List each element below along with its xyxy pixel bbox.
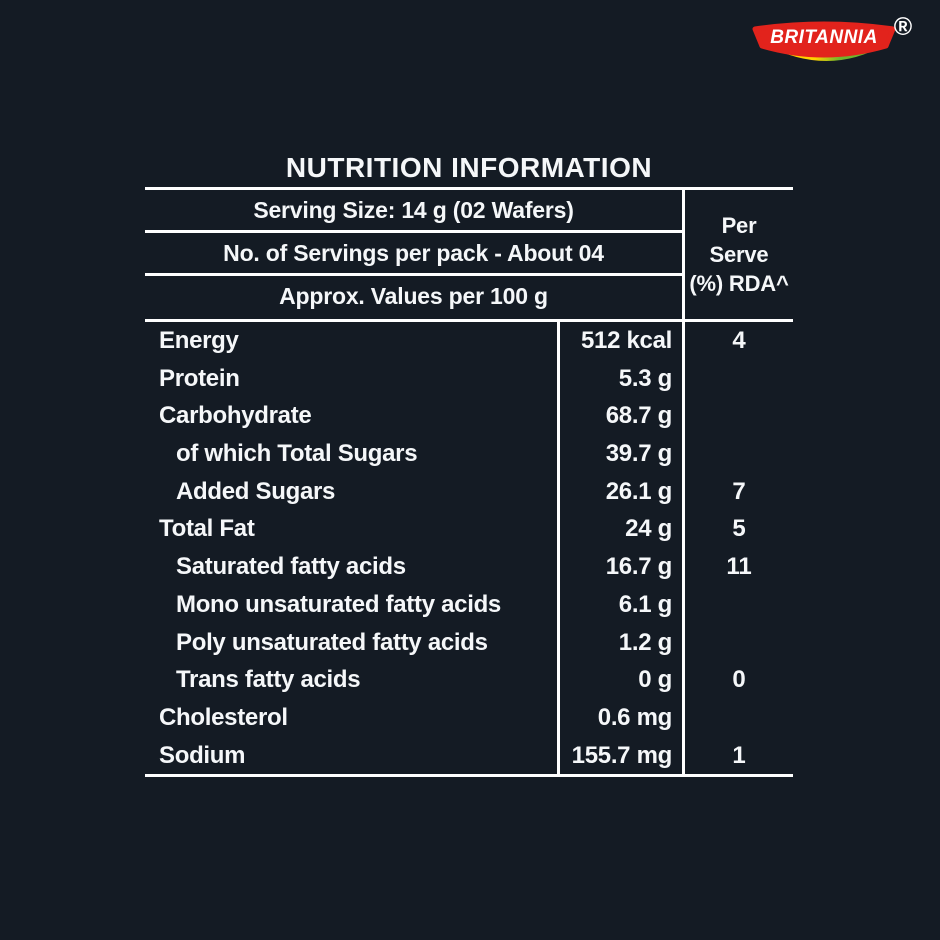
nutrient-value: 39.7 g [557,435,682,473]
nutrient-label: Sodium [159,741,246,769]
nutrition-table: Serving Size: 14 g (02 Wafers) No. of Se… [145,187,793,778]
britannia-logo: BRITANNIA ® [750,12,916,74]
nutrient-value: 1.2 g [557,623,682,662]
per-serve-line: Per [721,213,757,238]
nutrient-label: Mono unsaturated fatty acids [176,590,501,618]
nutrient-label: Cholesterol [159,703,288,731]
nutrient-label: Trans fatty acids [176,666,361,694]
nutrient-value: 5.3 g [557,359,682,398]
nutrient-value: 16.7 g [557,548,682,586]
nutrient-rda: 11 [682,548,793,586]
nutrient-rda: 7 [682,472,793,511]
britannia-logo-graphic: BRITANNIA ® [752,13,913,61]
nutrient-value: 155.7 mg [557,736,682,775]
nutrient-value: 24 g [557,510,682,549]
per-serve-line: Serve [709,242,769,267]
nutrient-label: of which Total Sugars [176,440,418,468]
nutrient-rda: 5 [682,510,793,549]
nutrient-rda [682,397,793,436]
per-serve-line: (%) RDA^ [689,271,789,296]
nutrient-label: Energy [159,327,239,354]
serving-size-row: Serving Size: 14 g (02 Wafers) [145,190,682,233]
nutrient-rda: 4 [682,322,793,360]
servings-per-pack-row: No. of Servings per pack - About 04 [145,233,682,276]
registered-mark-icon: ® [894,13,913,41]
approx-values-row: Approx. Values per 100 g [279,283,548,309]
nutrient-label: Carbohydrate [159,402,312,430]
nutrient-rda [682,623,793,662]
per-serve-rda-header: Per Serve (%) RDA^ [682,190,793,319]
nutrient-label: Total Fat [159,515,255,543]
table-header: Serving Size: 14 g (02 Wafers) No. of Se… [145,190,793,322]
nutrient-rda: 1 [682,736,793,775]
brand-name-text: BRITANNIA [770,27,878,48]
nutrient-value: 68.7 g [557,397,682,436]
nutrient-rda: 0 [682,661,793,699]
brand-banner-shape [752,21,896,58]
nutrient-rda [682,435,793,473]
nutrient-label: Saturated fatty acids [176,553,406,581]
nutrient-label: Added Sugars [176,477,336,505]
nutrient-value: 512 kcal [557,322,682,360]
nutrient-label: Poly unsaturated fatty acids [176,628,488,656]
nutrient-value: 0.6 mg [557,698,682,737]
nutrient-rda [682,585,793,624]
nutrient-rda [682,698,793,737]
nutrient-value: 0 g [557,661,682,699]
nutrient-rows: Energy 512 kcal 4 Protein 5.3 g Carbohyd… [145,322,793,778]
nutrient-label: Protein [159,364,240,392]
nutrient-rda [682,359,793,398]
page-title: NUTRITION INFORMATION [285,152,653,183]
nutrient-value: 26.1 g [557,472,682,511]
table-header-left: Serving Size: 14 g (02 Wafers) No. of Se… [145,190,682,319]
nutrient-value: 6.1 g [557,585,682,624]
